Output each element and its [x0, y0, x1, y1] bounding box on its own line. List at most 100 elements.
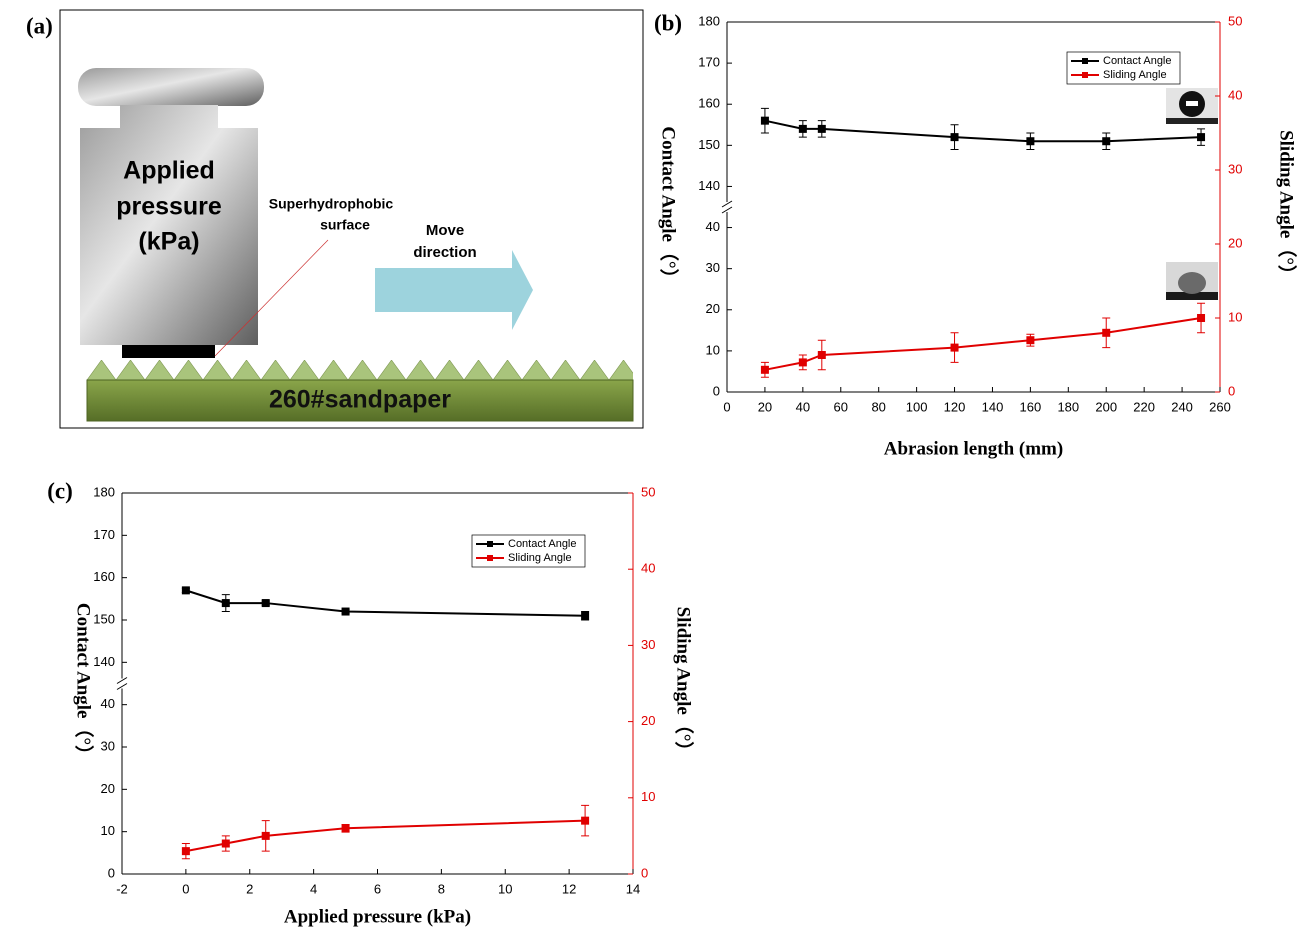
data-point	[581, 816, 590, 825]
data-point	[261, 599, 270, 608]
data-point	[1102, 328, 1111, 337]
weight-label: Applied	[123, 157, 215, 185]
data-point	[817, 351, 826, 359]
y2-axis-title: Sliding Angle（°）	[673, 607, 696, 761]
x-tick-label: 14	[626, 881, 640, 896]
data-point	[261, 831, 270, 840]
data-point	[341, 824, 350, 833]
inset-droplet	[1178, 272, 1206, 294]
data-point	[1026, 336, 1035, 345]
x-tick-label: 80	[871, 399, 885, 414]
series-line	[185, 819, 586, 853]
x-tick-label: 12	[562, 881, 576, 896]
data-point	[181, 847, 190, 856]
data-point	[817, 124, 826, 133]
series-line	[764, 119, 1202, 143]
data-point	[1102, 137, 1111, 146]
y-tick-label: 180	[93, 484, 115, 499]
x-tick-label: 20	[758, 399, 772, 414]
x-tick-label: 8	[438, 881, 445, 896]
arrow-label: direction	[413, 244, 476, 261]
inset-highlight	[1186, 101, 1198, 106]
sandpaper-grit	[87, 360, 633, 380]
y2-tick-label: 30	[1228, 161, 1242, 176]
y2-tick-label: 10	[641, 789, 655, 804]
y2-tick-label: 0	[641, 865, 648, 880]
y-tick-label: 10	[101, 823, 115, 838]
y-tick-label: 0	[713, 383, 720, 398]
y2-tick-label: 10	[1228, 309, 1242, 324]
y-tick-label: 0	[108, 865, 115, 880]
data-point	[181, 586, 190, 595]
y-tick-label: 20	[706, 301, 720, 316]
y2-tick-label: 50	[641, 484, 655, 499]
surface-label: surface	[320, 217, 370, 233]
weight-cap	[78, 68, 264, 106]
data-point	[950, 343, 959, 352]
x-tick-label: 0	[182, 881, 189, 896]
sandpaper-label: 260#sandpaper	[269, 386, 451, 414]
data-point	[221, 839, 230, 848]
y2-tick-label: 40	[1228, 87, 1242, 102]
data-point	[798, 124, 807, 133]
y-tick-label: 170	[93, 527, 115, 542]
y-tick-label: 20	[101, 781, 115, 796]
series-line	[185, 589, 586, 617]
arrow-label: Move	[426, 222, 464, 239]
x-tick-label: -2	[116, 881, 128, 896]
legend-swatch	[487, 541, 493, 547]
data-point	[1197, 314, 1206, 322]
legend-box	[1066, 51, 1181, 85]
y-tick-label: 10	[706, 342, 720, 357]
x-axis-title: Applied pressure (kPa)	[284, 906, 471, 927]
x-tick-label: 160	[1020, 399, 1042, 414]
pointer-line	[214, 239, 329, 357]
data-point	[1026, 137, 1035, 146]
x-tick-label: 2	[246, 881, 253, 896]
y-tick-label: 150	[698, 137, 720, 152]
y2-tick-label: 20	[641, 713, 655, 728]
data-point	[760, 116, 769, 125]
x-tick-label: 120	[944, 399, 966, 414]
weight-label: (kPa)	[138, 228, 199, 256]
inset-substrate	[1166, 292, 1218, 300]
x-tick-label: 240	[1171, 399, 1193, 414]
y-axis-title: Contact Angle（°）	[73, 603, 96, 764]
legend-label: Contact Angle	[508, 538, 577, 550]
y-axis-title: Contact Angle（°）	[658, 126, 681, 287]
inset-substrate	[1166, 118, 1218, 124]
x-tick-label: 200	[1095, 399, 1117, 414]
y2-tick-label: 20	[1228, 235, 1242, 250]
panel-label: (c)	[47, 478, 73, 503]
panel-label: (a)	[26, 13, 53, 38]
axis-break	[721, 206, 733, 214]
y-tick-label: 160	[93, 569, 115, 584]
weight-body	[80, 105, 258, 345]
inset-images	[1166, 88, 1218, 300]
x-tick-label: 0	[723, 399, 730, 414]
y-tick-label: 180	[698, 13, 720, 28]
data-point	[950, 133, 959, 142]
x-tick-label: 140	[982, 399, 1004, 414]
legend-swatch	[1082, 72, 1088, 78]
weight-label: pressure	[116, 193, 222, 221]
sandpaper	[86, 379, 634, 422]
x-tick-label: 40	[796, 399, 810, 414]
legend-label: Sliding Angle	[508, 552, 572, 564]
data-point	[341, 607, 350, 616]
y-tick-label: 150	[93, 611, 115, 626]
x-tick-label: 60	[834, 399, 848, 414]
diagram: (a) Applied pressure (kPa) Superhydropho…	[26, 9, 644, 429]
y2-tick-label: 50	[1228, 13, 1242, 28]
x-tick-label: 180	[1057, 399, 1079, 414]
data-point	[760, 365, 769, 374]
y2-tick-label: 30	[641, 637, 655, 652]
y2-tick-label: 0	[1228, 383, 1235, 398]
data-point	[581, 611, 590, 620]
y-tick-label: 30	[101, 738, 115, 753]
panel-label: (b)	[654, 10, 682, 35]
y-tick-label: 160	[698, 96, 720, 111]
y-tick-label: 40	[101, 696, 115, 711]
data-point	[798, 358, 807, 367]
